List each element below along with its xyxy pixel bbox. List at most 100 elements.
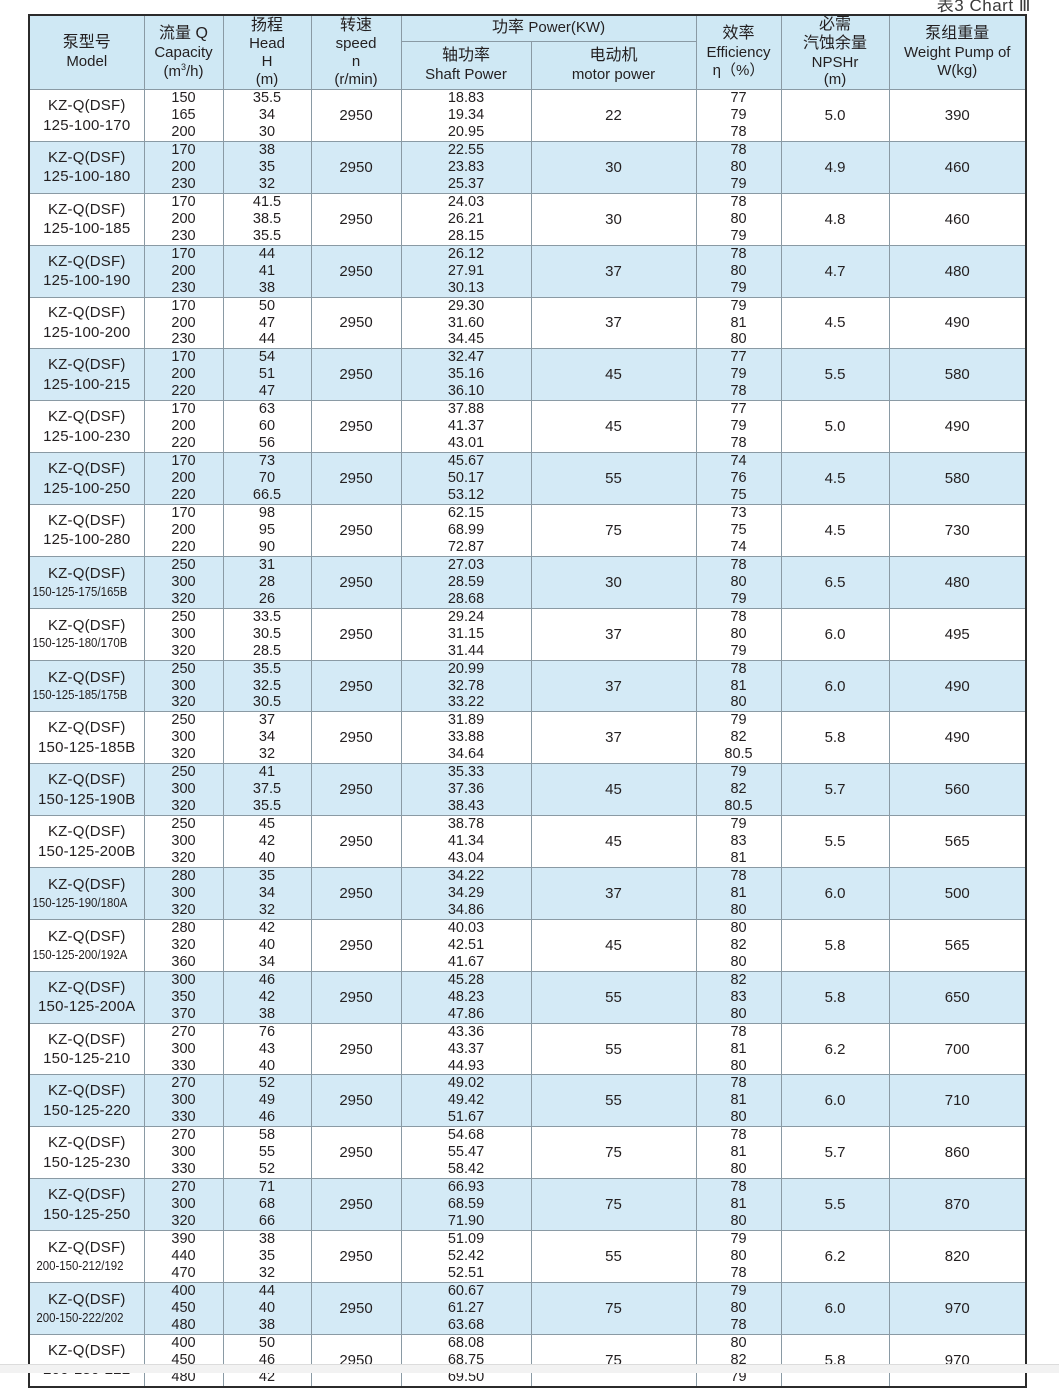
cell-shaft-power: 27.03 28.59 28.68 xyxy=(400,555,532,609)
cell-npshr: 5.5 xyxy=(780,1178,890,1232)
cell-npshr: 4.5 xyxy=(780,452,890,505)
cell-shaft-power: 24.03 26.21 28.15 xyxy=(400,192,532,246)
table-row: KZ-Q(DSF) 125-100-280 170 200 220 98 95 90 2… xyxy=(28,504,1027,557)
cell-weight: 460 xyxy=(888,192,1027,246)
cell-weight: 820 xyxy=(888,1230,1027,1283)
model-size: 150-125-210 xyxy=(43,1050,131,1068)
model-size: 125-100-180 xyxy=(43,168,131,186)
cell-npshr: 4.7 xyxy=(780,244,890,298)
table-row: KZ-Q(DSF) 125-100-180 170 200 230 38 35 32 2… xyxy=(28,140,1027,194)
cell-npshr: 4.9 xyxy=(780,140,890,194)
header-head: 扬程 Head H (m) xyxy=(222,14,312,91)
cell-head: 50 47 44 xyxy=(222,296,312,350)
header-npshr-unit: (m) xyxy=(823,71,847,89)
cell-capacity: 170 200 220 xyxy=(143,400,224,454)
cell-efficiency: 78 80 79 xyxy=(695,607,782,661)
model-series: KZ-Q(DSF) xyxy=(47,1186,126,1204)
table-row: KZ-Q(DSF) 125-100-230 170 200 220 63 60 56 2… xyxy=(28,400,1027,454)
cell-efficiency: 79 82 80.5 xyxy=(695,711,782,765)
cell-shaft-power: 38.78 41.34 43.04 xyxy=(400,815,532,869)
cell-weight: 565 xyxy=(888,815,1027,869)
cell-motor-power: 37 xyxy=(530,867,697,920)
cell-motor-power: 22 xyxy=(530,89,697,142)
cell-efficiency: 79 80 78 xyxy=(695,1281,782,1335)
header-speed-symbol: n xyxy=(351,53,361,71)
cell-speed: 2950 xyxy=(310,1230,402,1283)
cell-capacity: 170 200 220 xyxy=(143,348,224,402)
cell-weight: 700 xyxy=(888,1022,1027,1076)
model-size: 150-125-200/192A xyxy=(32,946,128,962)
cell-head: 98 95 90 xyxy=(222,504,312,557)
cell-head: 52 49 46 xyxy=(222,1074,312,1128)
cell-weight: 970 xyxy=(888,1333,1027,1388)
header-model-en: Model xyxy=(66,53,108,71)
model-series: KZ-Q(DSF) xyxy=(47,1082,126,1100)
cell-head: 35.5 32.5 30.5 xyxy=(222,659,312,713)
model-series: KZ-Q(DSF) xyxy=(47,304,126,322)
cell-npshr: 6.0 xyxy=(780,1281,890,1335)
cell-shaft-power: 66.93 68.59 71.90 xyxy=(400,1178,532,1232)
cell-speed: 2950 xyxy=(310,711,402,765)
cell-capacity: 250 300 320 xyxy=(143,815,224,869)
table-row: KZ-Q(DSF) 150-125-190/180A 280 300 320 35 3… xyxy=(28,867,1027,920)
model-size: 125-100-185 xyxy=(43,220,131,238)
model-size: 150-125-230 xyxy=(43,1153,131,1171)
table-row: KZ-Q(DSF) 150-125-185B 250 300 320 37 34 32… xyxy=(28,711,1027,765)
cell-model: KZ-Q(DSF) 150-125-180/170B xyxy=(28,607,145,661)
cell-shaft-power: 31.89 33.88 34.64 xyxy=(400,711,532,765)
page-bottom-edge xyxy=(0,1364,1059,1373)
cell-shaft-power: 60.67 61.27 63.68 xyxy=(400,1281,532,1335)
cell-model: KZ-Q(DSF) 150-125-200/192A xyxy=(28,918,145,972)
cell-efficiency: 78 81 80 xyxy=(695,867,782,920)
cell-model: KZ-Q(DSF) 125-100-250 xyxy=(28,452,145,505)
cell-efficiency: 78 81 80 xyxy=(695,1126,782,1180)
cell-npshr: 5.0 xyxy=(780,400,890,454)
cell-efficiency: 77 79 78 xyxy=(695,348,782,402)
cell-efficiency: 80 82 79 xyxy=(695,1333,782,1388)
model-series: KZ-Q(DSF) xyxy=(47,148,126,166)
cell-speed: 2950 xyxy=(310,1178,402,1232)
cell-model: KZ-Q(DSF) 125-100-190 xyxy=(28,244,145,298)
header-head-cn: 扬程 xyxy=(250,16,283,34)
cell-efficiency: 79 81 80 xyxy=(695,296,782,350)
cell-npshr: 6.0 xyxy=(780,607,890,661)
cell-efficiency: 78 80 79 xyxy=(695,192,782,246)
header-shaft-power-cn: 轴功率 xyxy=(441,47,490,65)
cell-speed: 2950 xyxy=(310,192,402,246)
cell-shaft-power: 49.02 49.42 51.67 xyxy=(400,1074,532,1128)
cell-efficiency: 78 81 80 xyxy=(695,1022,782,1076)
cell-motor-power: 75 xyxy=(530,1281,697,1335)
header-capacity-en: Capacity xyxy=(154,43,213,61)
cell-speed: 2950 xyxy=(310,970,402,1024)
cell-npshr: 5.5 xyxy=(780,348,890,402)
cell-model: KZ-Q(DSF) 150-125-250 xyxy=(28,1178,145,1232)
cell-npshr: 5.8 xyxy=(780,918,890,972)
cell-speed: 2950 xyxy=(310,607,402,661)
header-weight: 泵组重量 Weight Pump of W(kg) xyxy=(888,14,1027,91)
cell-model: KZ-Q(DSF) 200-150-222/202 xyxy=(28,1281,145,1335)
header-shaft-power-en: Shaft Power xyxy=(425,66,507,84)
model-size: 150-125-200B xyxy=(38,842,136,860)
model-series: KZ-Q(DSF) xyxy=(47,771,126,789)
table-row: KZ-Q(DSF) 200-150-212/192 390 440 470 38 35… xyxy=(28,1230,1027,1283)
cell-npshr: 6.0 xyxy=(780,659,890,713)
cell-capacity: 280 320 360 xyxy=(143,918,224,972)
cell-model: KZ-Q(DSF) 125-100-180 xyxy=(28,140,145,194)
header-capacity: 流量 Q Capacity (m3/h) xyxy=(143,14,224,91)
cell-head: 63 60 56 xyxy=(222,400,312,454)
cell-weight: 710 xyxy=(888,1074,1027,1128)
cell-weight: 970 xyxy=(888,1281,1027,1335)
header-head-en: Head xyxy=(249,35,285,53)
header-capacity-cn: 流量 Q xyxy=(159,24,208,42)
header-speed-en: speed xyxy=(335,35,377,53)
cell-npshr: 4.8 xyxy=(780,192,890,246)
cell-npshr: 4.5 xyxy=(780,504,890,557)
cell-weight: 460 xyxy=(888,140,1027,194)
cell-motor-power: 75 xyxy=(530,1333,697,1388)
header-speed: 转速 speed n (r/min) xyxy=(310,14,402,91)
cell-model: KZ-Q(DSF) 150-125-210 xyxy=(28,1022,145,1076)
cell-head: 38 35 32 xyxy=(222,1230,312,1283)
cell-model: KZ-Q(DSF) 150-125-230 xyxy=(28,1126,145,1180)
cell-model: KZ-Q(DSF) 150-125-185B xyxy=(28,711,145,765)
